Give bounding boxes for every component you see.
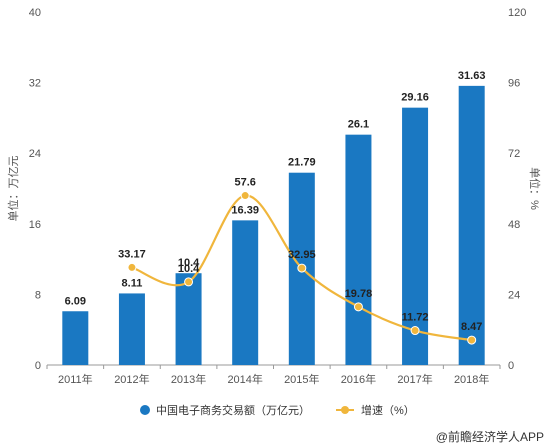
y-left-tick-label: 40 (29, 7, 41, 19)
legend-line-label: 增速（%） (361, 403, 415, 417)
bar-value-label: 16.39 (231, 204, 259, 216)
growth-point (127, 262, 137, 272)
legend-line-marker (341, 406, 349, 414)
y-left-tick-label: 16 (29, 219, 41, 231)
y-right-tick-label: 72 (508, 148, 520, 160)
watermark: @前瞻经济学人APP (436, 429, 544, 444)
bar (458, 85, 485, 366)
bar-value-label: 29.16 (401, 92, 429, 104)
y-left-tick-label: 32 (29, 78, 41, 90)
growth-point (240, 191, 250, 201)
y-right-tick-label: 120 (508, 7, 526, 19)
bar-value-label: 8.11 (122, 277, 143, 289)
bar-value-label: 21.79 (288, 157, 316, 169)
x-tick-label: 2017年 (397, 372, 432, 386)
growth-value-label: 11.72 (402, 312, 429, 324)
bar (175, 273, 202, 365)
bar (232, 220, 259, 365)
watermark-text: @前瞻经济学人APP (436, 429, 544, 444)
legend-bar-label: 中国电子商务交易额（万亿元） (156, 403, 310, 417)
bar (62, 311, 89, 365)
y-right-tick-label: 24 (508, 289, 520, 301)
y-left-tick-label: 8 (35, 289, 41, 301)
bar-value-label: 10.4 (178, 257, 200, 269)
x-tick-label: 2018年 (454, 372, 489, 386)
legend-bar-swatch (140, 405, 150, 415)
bar (118, 293, 145, 365)
y-right-tick-label: 48 (508, 219, 520, 231)
bar-value-label: 26.1 (348, 119, 369, 131)
line-layer (127, 191, 477, 345)
x-tick-label: 2014年 (227, 372, 262, 386)
y-left-axis-title: 单位：万亿元 (6, 156, 20, 222)
bar (402, 107, 429, 366)
bar (345, 134, 372, 365)
x-tick-label: 2012年 (114, 372, 149, 386)
growth-value-label: 8.47 (461, 321, 482, 333)
x-tick-label: 2016年 (341, 372, 376, 386)
growth-point (297, 263, 307, 273)
growth-point (467, 335, 477, 345)
y-right-axis-title: 单位：% (528, 167, 542, 210)
axes-layer: 0 8 16 24 32 40 0 24 48 72 96 120 单位：万亿元 单位：% 2011年 201… (6, 7, 542, 386)
growth-point (184, 277, 194, 287)
bar-value-label: 31.63 (458, 70, 486, 82)
y-right-tick-label: 0 (508, 360, 514, 372)
growth-value-label: 33.17 (118, 248, 146, 260)
growth-point (410, 326, 420, 336)
growth-point (353, 302, 363, 312)
x-tick-label: 2013年 (171, 372, 206, 386)
x-tick-label: 2015年 (284, 372, 319, 386)
x-tick-label: 2011年 (58, 372, 93, 386)
y-right-tick-label: 96 (508, 78, 520, 90)
y-left-tick-label: 0 (35, 360, 41, 372)
growth-value-label: 10.4 (178, 263, 200, 275)
data-labels-layer: 6.09 8.11 10.4 16.39 21.79 26.1 29.16 31.63 33.1… (65, 70, 486, 333)
growth-value-label: 19.78 (345, 288, 373, 300)
y-left-tick-label: 24 (29, 148, 41, 160)
bar-value-label: 6.09 (65, 295, 86, 307)
growth-value-label: 32.95 (288, 249, 316, 261)
growth-value-label: 57.6 (234, 177, 255, 189)
legend: 中国电子商务交易额（万亿元） 增速（%） (140, 403, 415, 417)
